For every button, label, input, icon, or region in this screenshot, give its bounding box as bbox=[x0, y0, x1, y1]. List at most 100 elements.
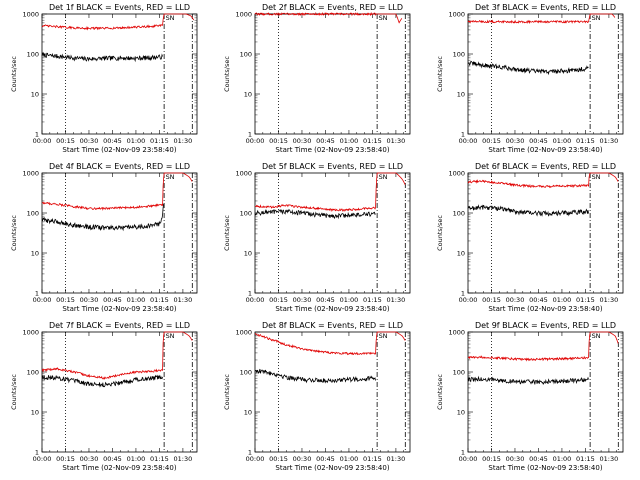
x-tick-label: 01:30 bbox=[174, 455, 193, 463]
x-tick-label: 01:00 bbox=[340, 296, 359, 304]
y-tick-label: 1000 bbox=[235, 329, 252, 337]
x-tick-label: 01:15 bbox=[150, 296, 169, 304]
x-tick-label: 00:45 bbox=[103, 137, 122, 145]
y-tick-label: 100 bbox=[27, 369, 39, 377]
x-tick-label: 00:15 bbox=[269, 455, 288, 463]
x-axis-label: Start Time (02-Nov-09 23:58:40) bbox=[275, 146, 389, 154]
events-series-line bbox=[254, 208, 376, 220]
x-tick-label: 01:00 bbox=[340, 455, 359, 463]
x-tick-label: 01:15 bbox=[363, 137, 382, 145]
x-tick-label: 00:30 bbox=[80, 455, 99, 463]
detector-panel: Det 2f BLACK = Events, RED = LLD 00:00 00:… bbox=[223, 3, 411, 154]
events-series-line bbox=[41, 51, 163, 63]
marker-label-s: S bbox=[379, 14, 383, 22]
detector-panel: Det 8f BLACK = Events, RED = LLD 00:00 00:… bbox=[223, 321, 411, 472]
panel-title: Det 8f BLACK = Events, RED = LLD bbox=[262, 321, 403, 330]
y-axis-label: Counts/sec bbox=[436, 56, 444, 92]
plot-frame bbox=[254, 331, 411, 453]
lld-series-line bbox=[254, 331, 406, 356]
x-tick-label: 00:30 bbox=[80, 296, 99, 304]
x-tick-label: 00:00 bbox=[246, 137, 265, 145]
x-tick-label: 01:30 bbox=[387, 296, 406, 304]
x-tick-label: 01:30 bbox=[387, 137, 406, 145]
y-tick-label: 100 bbox=[453, 369, 465, 377]
y-axis-label: Counts/sec bbox=[223, 56, 231, 92]
lld-series-line bbox=[41, 172, 193, 211]
x-axis-label: Start Time (02-Nov-09 23:58:40) bbox=[275, 464, 389, 472]
marker-label-n: N bbox=[170, 14, 175, 22]
y-axis-label: Counts/sec bbox=[223, 374, 231, 410]
x-axis-label: Start Time (02-Nov-09 23:58:40) bbox=[488, 146, 602, 154]
panel-title: Det 5f BLACK = Events, RED = LLD bbox=[262, 162, 403, 171]
detector-panel: Det 9f BLACK = Events, RED = LLD 00:00 00:… bbox=[436, 321, 624, 472]
detector-panel: Det 6f BLACK = Events, RED = LLD 00:00 00:… bbox=[436, 162, 624, 313]
x-axis-label: Start Time (02-Nov-09 23:58:40) bbox=[488, 305, 602, 313]
x-tick-label: 00:45 bbox=[103, 296, 122, 304]
lld-series-line bbox=[467, 172, 619, 189]
marker-label-n: N bbox=[170, 332, 175, 340]
x-tick-label: 01:00 bbox=[553, 455, 572, 463]
x-tick-label: 00:45 bbox=[529, 137, 548, 145]
detector-panel: Det 7f BLACK = Events, RED = LLD 00:00 00:… bbox=[10, 321, 198, 472]
x-tick-label: 01:00 bbox=[127, 455, 146, 463]
x-tick-label: 01:00 bbox=[340, 137, 359, 145]
y-tick-label: 1000 bbox=[235, 11, 252, 19]
x-tick-label: 00:30 bbox=[506, 455, 525, 463]
y-tick-label: 10 bbox=[244, 250, 252, 258]
plot-frame bbox=[467, 331, 624, 453]
y-axis-label: Counts/sec bbox=[10, 56, 18, 92]
lld-series-line bbox=[254, 11, 403, 24]
plot-frame bbox=[41, 172, 198, 294]
panel-title: Det 4f BLACK = Events, RED = LLD bbox=[49, 162, 190, 171]
y-tick-label: 10 bbox=[31, 91, 39, 99]
x-tick-label: 00:00 bbox=[459, 455, 478, 463]
y-tick-label: 10 bbox=[244, 91, 252, 99]
marker-label-s: S bbox=[592, 14, 596, 22]
x-tick-label: 00:30 bbox=[80, 137, 99, 145]
marker-label-s: S bbox=[592, 332, 596, 340]
y-tick-label: 10 bbox=[457, 250, 465, 258]
y-tick-label: 100 bbox=[240, 369, 252, 377]
y-tick-label: 10 bbox=[244, 409, 252, 417]
detector-panel: Det 5f BLACK = Events, RED = LLD 00:00 00:… bbox=[223, 162, 411, 313]
x-tick-label: 00:30 bbox=[293, 137, 312, 145]
panel-title: Det 6f BLACK = Events, RED = LLD bbox=[475, 162, 616, 171]
marker-label-n: N bbox=[596, 14, 601, 22]
marker-label-n: N bbox=[170, 173, 175, 181]
x-tick-label: 00:45 bbox=[529, 296, 548, 304]
marker-label-s: S bbox=[592, 173, 596, 181]
x-tick-label: 01:00 bbox=[127, 137, 146, 145]
y-tick-label: 1 bbox=[35, 290, 39, 298]
x-tick-label: 00:30 bbox=[506, 296, 525, 304]
y-tick-label: 1 bbox=[461, 131, 465, 139]
x-tick-label: 01:00 bbox=[127, 296, 146, 304]
x-tick-label: 01:30 bbox=[174, 137, 193, 145]
marker-label-n: N bbox=[383, 332, 388, 340]
panel-title: Det 3f BLACK = Events, RED = LLD bbox=[475, 3, 616, 12]
lld-series-line bbox=[254, 172, 406, 213]
x-tick-label: 00:15 bbox=[56, 296, 75, 304]
x-tick-label: 00:15 bbox=[269, 137, 288, 145]
y-tick-label: 1 bbox=[461, 290, 465, 298]
x-axis-label: Start Time (02-Nov-09 23:58:40) bbox=[488, 464, 602, 472]
x-tick-label: 00:00 bbox=[33, 137, 52, 145]
events-series-line bbox=[41, 203, 165, 232]
x-tick-label: 00:00 bbox=[246, 455, 265, 463]
x-tick-label: 01:30 bbox=[600, 455, 619, 463]
x-tick-label: 00:00 bbox=[33, 455, 52, 463]
x-tick-label: 01:15 bbox=[150, 137, 169, 145]
x-tick-label: 00:15 bbox=[269, 296, 288, 304]
marker-label-s: S bbox=[379, 332, 383, 340]
x-tick-label: 00:00 bbox=[459, 296, 478, 304]
lld-series-line bbox=[41, 331, 193, 380]
detector-panel: Det 4f BLACK = Events, RED = LLD 00:00 00:… bbox=[10, 162, 198, 313]
x-tick-label: 00:45 bbox=[316, 137, 335, 145]
y-tick-label: 1000 bbox=[22, 11, 39, 19]
x-tick-label: 01:30 bbox=[174, 296, 193, 304]
y-tick-label: 10 bbox=[31, 250, 39, 258]
x-tick-label: 00:45 bbox=[103, 455, 122, 463]
y-tick-label: 10 bbox=[457, 91, 465, 99]
x-tick-label: 00:15 bbox=[56, 137, 75, 145]
y-tick-label: 100 bbox=[240, 51, 252, 59]
events-series-line bbox=[41, 374, 163, 388]
